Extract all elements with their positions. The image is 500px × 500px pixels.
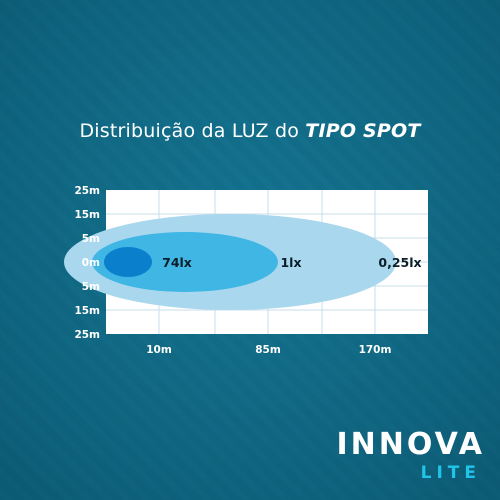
x-tick-label: 10m — [146, 344, 172, 356]
zone-label-0-25lx: 0,25lx — [378, 255, 421, 270]
zone-1lx — [92, 232, 278, 292]
y-tick-label: 25m — [74, 185, 100, 197]
title-emphasis: TIPO SPOT — [305, 120, 421, 142]
y-tick-label: 0m — [82, 257, 100, 269]
x-tick-label: 170m — [359, 344, 392, 356]
y-axis-labels: 25m 15m 5m 0m 5m 15m 25m — [74, 185, 100, 341]
x-tick-label: 85m — [255, 344, 281, 356]
zone-label-1lx: 1lx — [280, 255, 301, 270]
y-tick-label: 15m — [74, 209, 100, 221]
y-tick-label: 15m — [74, 305, 100, 317]
page-title: Distribuição da LUZ do TIPO SPOT — [0, 120, 500, 142]
light-zones — [64, 214, 396, 310]
logo-sub-text: LITE — [420, 463, 481, 483]
y-tick-label: 25m — [74, 329, 100, 341]
y-tick-label: 5m — [82, 281, 100, 293]
logo-main-text: INNOVA — [336, 427, 485, 462]
x-axis-labels: 10m 85m 170m — [146, 344, 391, 356]
zone-labels: 0,25lx 1lx 74lx — [162, 255, 421, 270]
title-text: Distribuição da LUZ do — [79, 120, 300, 142]
zone-74lx — [104, 247, 152, 277]
y-tick-label: 5m — [82, 233, 100, 245]
brand-logo: INNOVA LITE — [337, 427, 493, 492]
zone-label-74lx: 74lx — [162, 255, 192, 270]
